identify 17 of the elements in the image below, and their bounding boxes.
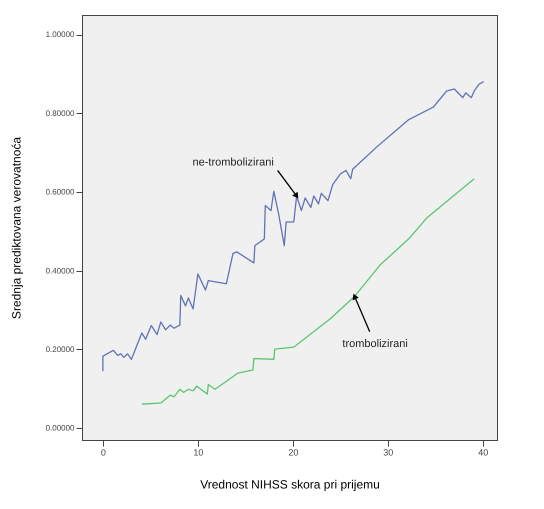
y-axis-title: Srednja prediktovana verovatnoća: [10, 136, 24, 320]
y-tick-label: 0.60000: [46, 188, 76, 197]
x-tick-label: 20: [288, 448, 298, 458]
x-tick-label: 40: [478, 448, 488, 458]
y-tick-label: 1.00000: [46, 30, 76, 40]
line-series: [102, 80, 484, 372]
x-tick-label: 30: [383, 448, 394, 458]
y-tick-label: 0.20000: [46, 344, 76, 354]
x-tick-label: 0: [100, 448, 106, 458]
y-tick-label: 0.40000: [46, 266, 76, 276]
annotation: trombolizirani: [342, 338, 408, 350]
line-series: [141, 178, 475, 405]
x-axis-title: Vrednost NIHSS skora pri prijemu: [200, 478, 380, 492]
annotation: ne-trombolizirani: [192, 156, 274, 168]
x-tick-label: 10: [193, 448, 204, 458]
y-tick-label: 0.80000: [46, 108, 76, 118]
y-tick-label: 0.00000: [46, 424, 76, 433]
